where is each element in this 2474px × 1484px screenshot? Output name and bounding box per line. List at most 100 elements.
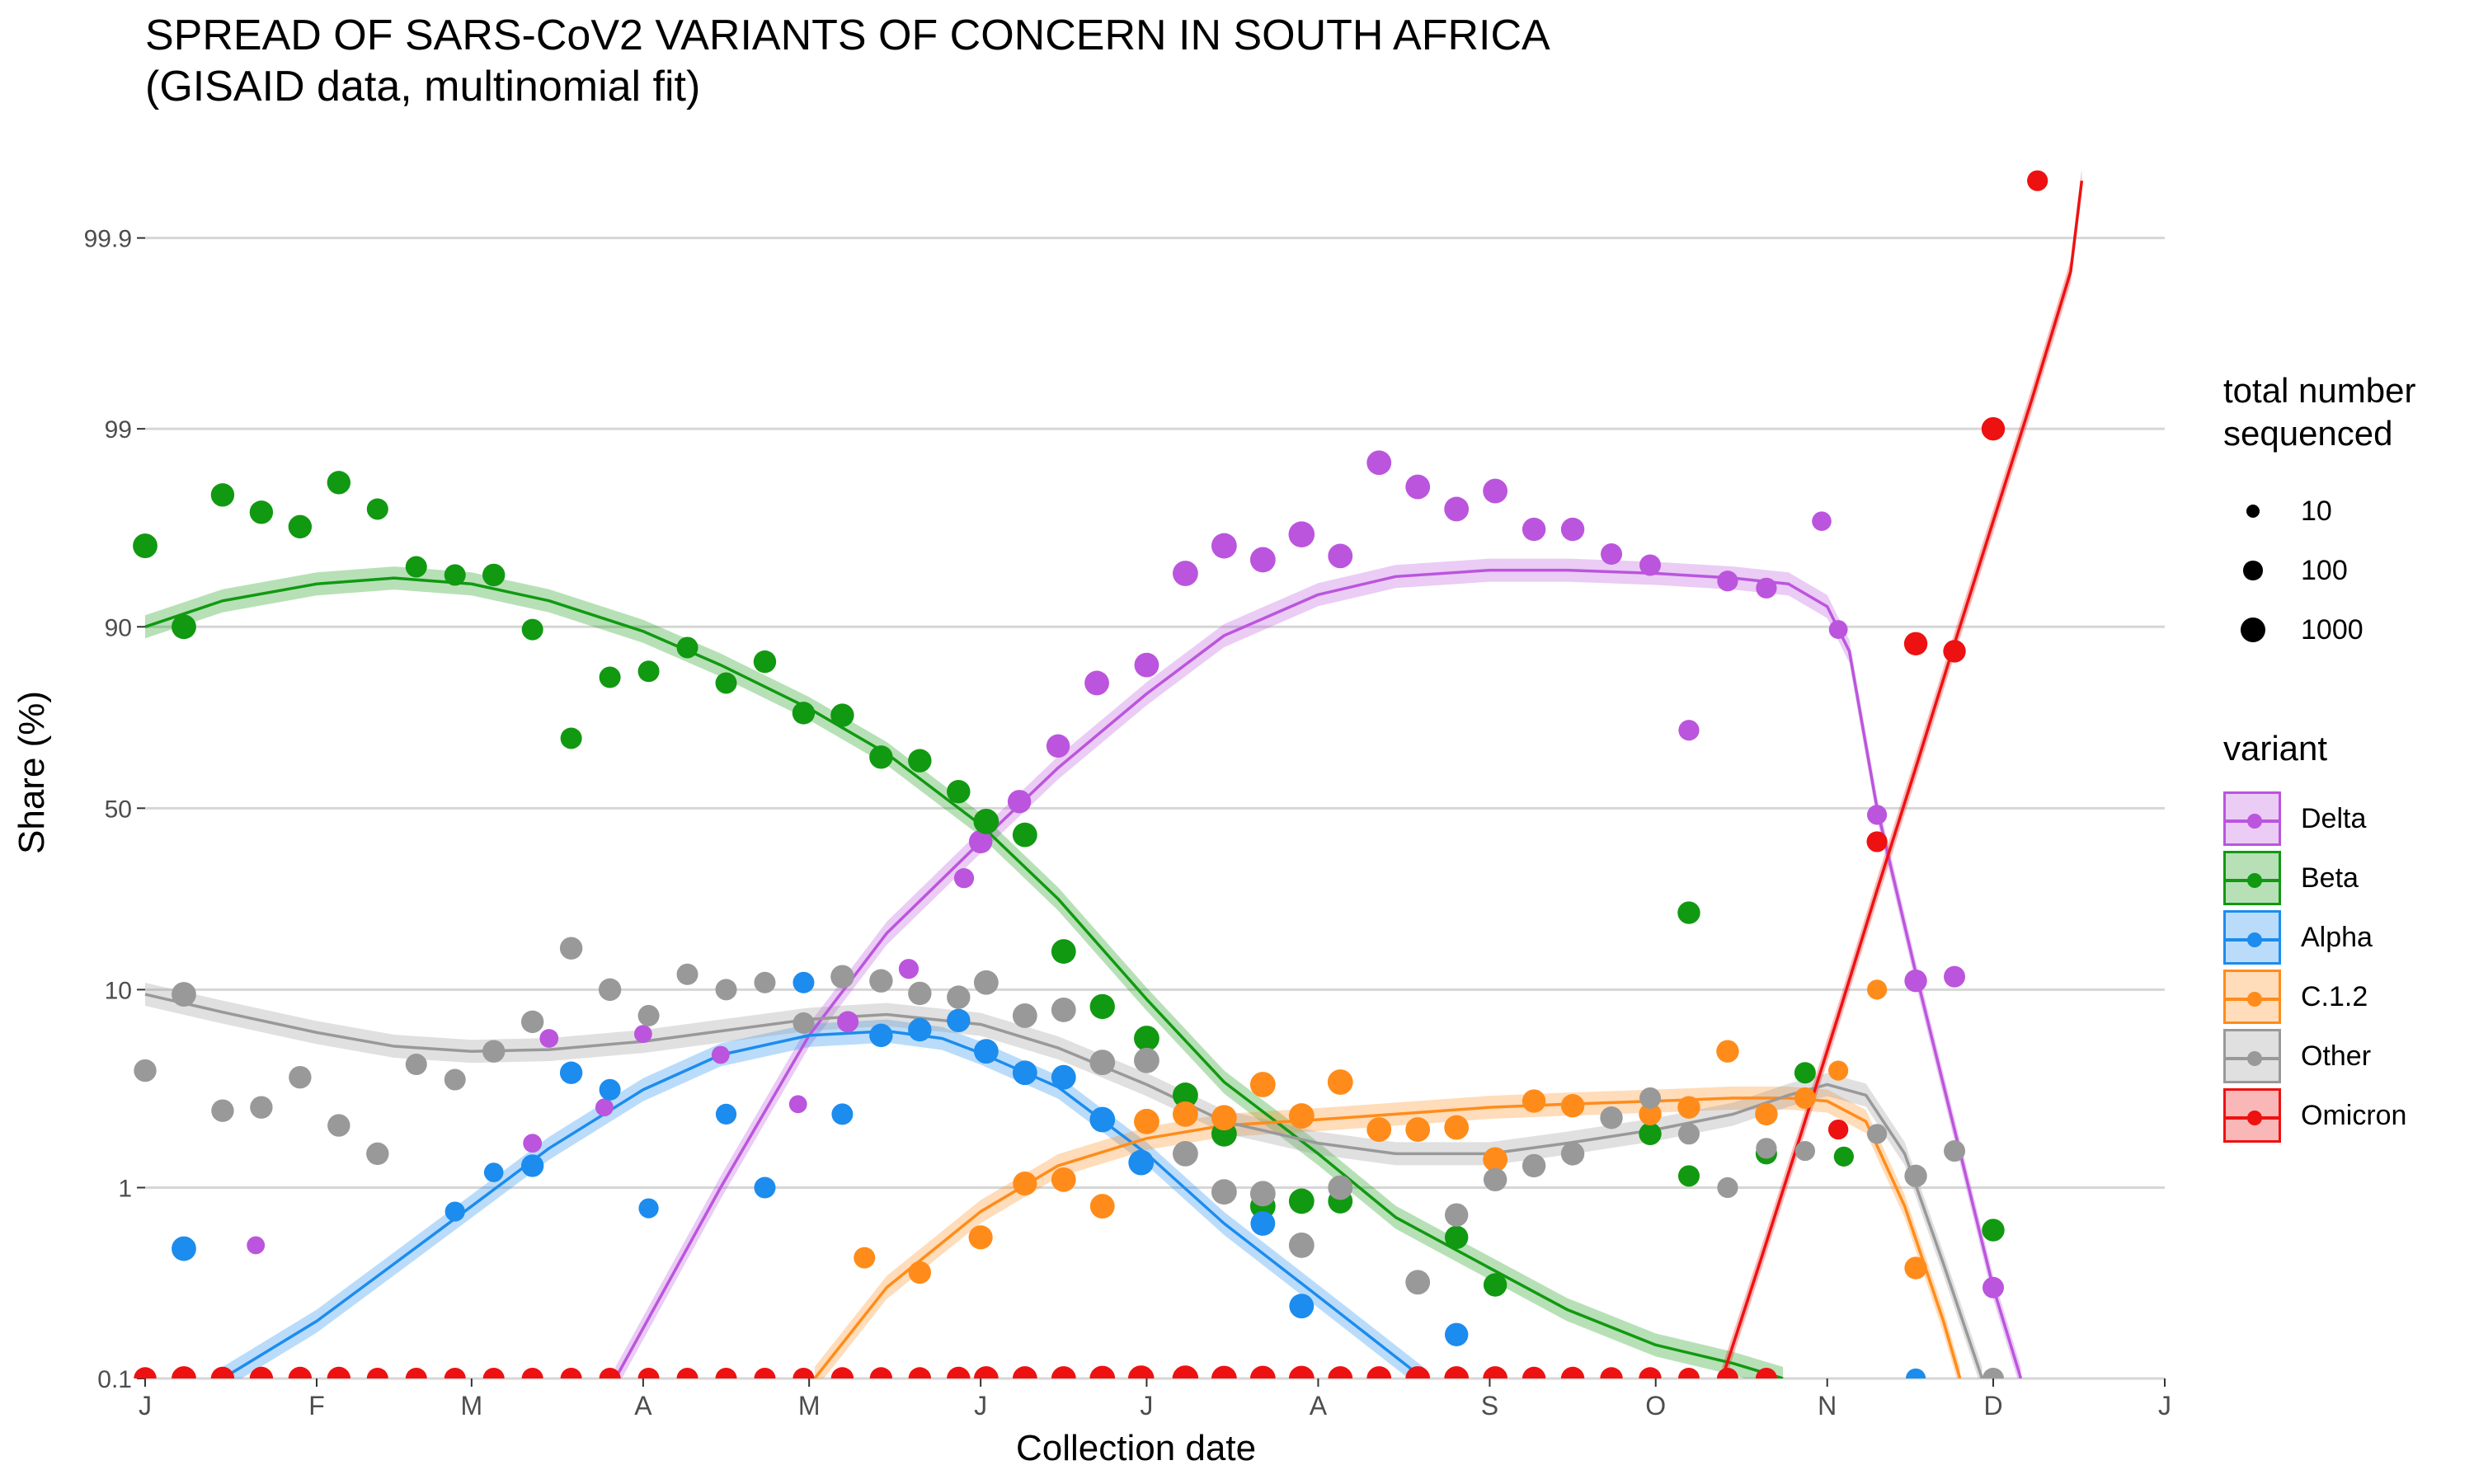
data-point-omicron bbox=[210, 1366, 235, 1378]
data-point-alpha bbox=[831, 1103, 854, 1125]
data-point-c-1-2 bbox=[1211, 1105, 1237, 1131]
data-point-other bbox=[211, 1099, 234, 1122]
data-point-c-1-2 bbox=[1327, 1069, 1353, 1095]
y-tick-label: 99.9 bbox=[84, 226, 132, 253]
data-point-beta bbox=[521, 618, 543, 641]
y-tick-label: 99 bbox=[105, 416, 132, 444]
data-point-other bbox=[1405, 1270, 1431, 1295]
data-point-omicron bbox=[521, 1368, 543, 1378]
data-point-c-1-2 bbox=[1866, 979, 1888, 1000]
size-legend-label: 10 bbox=[2301, 495, 2332, 527]
data-point-alpha bbox=[559, 1061, 583, 1084]
variant-legend-key bbox=[2223, 791, 2281, 846]
data-point-other bbox=[1089, 1050, 1116, 1076]
data-point-alpha bbox=[973, 1039, 999, 1064]
data-point-other bbox=[715, 979, 737, 1001]
variant-legend-item-beta: Beta bbox=[2223, 851, 2471, 905]
data-point-beta bbox=[1677, 901, 1700, 924]
data-point-delta bbox=[898, 959, 920, 979]
data-point-omicron bbox=[1483, 1366, 1508, 1378]
data-point-c-1-2 bbox=[1483, 1147, 1508, 1172]
fit-band-alpha bbox=[222, 1019, 1423, 1378]
data-point-beta bbox=[444, 564, 466, 586]
data-point-other bbox=[1639, 1087, 1662, 1109]
data-point-omicron bbox=[1716, 1368, 1738, 1378]
data-point-other bbox=[947, 985, 971, 1009]
data-point-omicron bbox=[715, 1368, 737, 1378]
data-point-delta bbox=[968, 829, 993, 854]
data-point-omicron bbox=[1522, 1366, 1546, 1378]
data-point-delta bbox=[1756, 577, 1777, 599]
data-point-other bbox=[1012, 1003, 1037, 1028]
data-point-c-1-2 bbox=[1366, 1117, 1392, 1142]
data-point-omicron bbox=[793, 1368, 815, 1378]
data-point-other bbox=[444, 1068, 466, 1091]
data-point-c-1-2 bbox=[1560, 1094, 1585, 1118]
variant-legend-key-dot bbox=[2247, 932, 2262, 947]
x-tick-label: F bbox=[308, 1391, 325, 1421]
data-point-beta bbox=[133, 533, 158, 558]
data-point-other bbox=[598, 978, 622, 1002]
data-point-alpha bbox=[947, 1008, 971, 1033]
data-point-other bbox=[1172, 1140, 1198, 1167]
data-point-c-1-2 bbox=[1134, 1108, 1159, 1134]
data-point-alpha bbox=[1128, 1149, 1155, 1176]
variant-legend-key bbox=[2223, 1088, 2281, 1143]
data-point-delta bbox=[1866, 805, 1888, 825]
fit-line-alpha bbox=[222, 1029, 1424, 1378]
data-point-c-1-2 bbox=[1904, 1256, 1927, 1280]
data-points bbox=[133, 170, 2048, 1378]
size-legend-title: total number sequenced bbox=[2223, 369, 2415, 455]
variant-legend-key bbox=[2223, 910, 2281, 965]
data-point-c-1-2 bbox=[1639, 1102, 1662, 1126]
data-point-delta bbox=[523, 1134, 543, 1153]
data-point-other bbox=[754, 971, 776, 993]
data-point-other bbox=[1522, 1153, 1546, 1178]
data-point-other bbox=[1211, 1179, 1237, 1205]
data-point-delta bbox=[1366, 450, 1392, 476]
x-tick-label: A bbox=[1310, 1391, 1328, 1421]
data-point-other bbox=[1866, 1124, 1888, 1144]
variant-legend-title: variant bbox=[2223, 729, 2328, 768]
data-point-beta bbox=[1444, 1225, 1469, 1250]
data-point-other bbox=[830, 965, 854, 989]
variant-legend-key-dot bbox=[2247, 992, 2262, 1007]
data-point-beta bbox=[1089, 993, 1115, 1020]
data-point-omicron bbox=[1089, 1365, 1116, 1378]
data-point-delta bbox=[1522, 517, 1546, 542]
fit-lines bbox=[144, 180, 2084, 1378]
variant-legend-item-omicron: Omicron bbox=[2223, 1088, 2471, 1143]
data-point-omicron bbox=[327, 1366, 351, 1378]
data-point-beta bbox=[366, 498, 388, 520]
data-point-delta bbox=[1249, 547, 1276, 573]
data-point-other bbox=[559, 937, 583, 960]
data-point-omicron bbox=[947, 1366, 971, 1378]
data-point-alpha bbox=[1012, 1060, 1037, 1086]
x-tick-label: M bbox=[461, 1391, 483, 1421]
data-point-beta bbox=[1677, 1165, 1700, 1187]
variant-legend-label: C.1.2 bbox=[2301, 981, 2368, 1012]
data-point-beta bbox=[637, 660, 660, 683]
data-point-beta bbox=[288, 514, 313, 539]
data-point-omicron bbox=[134, 1367, 157, 1378]
data-point-alpha bbox=[1905, 1368, 1926, 1378]
y-tick-label: 1 bbox=[118, 1176, 132, 1203]
data-point-alpha bbox=[1089, 1106, 1116, 1133]
x-tick-label: M bbox=[798, 1391, 821, 1421]
chart-title: SPREAD OF SARS-CoV2 VARIANTS OF CONCERN … bbox=[145, 10, 1550, 112]
data-point-omicron bbox=[1828, 1119, 1849, 1140]
data-point-omicron bbox=[482, 1368, 505, 1378]
data-point-alpha bbox=[1289, 1294, 1315, 1319]
data-point-omicron bbox=[1903, 632, 1928, 655]
data-point-beta bbox=[405, 556, 427, 578]
data-point-beta bbox=[753, 650, 777, 674]
data-point-alpha bbox=[599, 1078, 621, 1101]
data-point-delta bbox=[788, 1095, 807, 1114]
data-point-beta bbox=[1172, 1082, 1198, 1108]
variant-legend-key-dot bbox=[2247, 1111, 2262, 1125]
y-axis-title: Share (%) bbox=[12, 690, 52, 854]
data-point-other bbox=[250, 1096, 273, 1119]
data-point-delta bbox=[1046, 734, 1070, 758]
data-point-delta bbox=[953, 868, 975, 889]
data-point-delta bbox=[1405, 474, 1431, 500]
